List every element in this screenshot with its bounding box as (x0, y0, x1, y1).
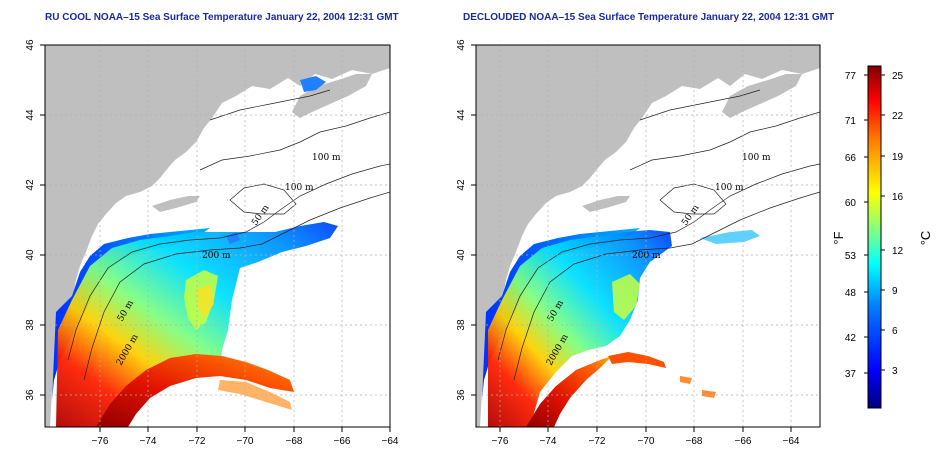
left-grid (45, 45, 390, 427)
f-tick-label: 71 (845, 116, 857, 127)
y-tick-label: 44 (25, 109, 36, 121)
left-frame (44, 44, 391, 428)
x-tick-label: −66 (334, 436, 351, 447)
x-tick-label: −64 (382, 436, 399, 447)
y-tick-label: 46 (456, 39, 467, 51)
celsius-unit-label: °C (918, 231, 933, 246)
panel-left-title: RU COOL NOAA–15 Sea Surface Temperature … (45, 12, 399, 23)
x-tick-label: −66 (735, 436, 752, 447)
contour-label: 200 m (632, 251, 661, 261)
contour-label: 100 m (285, 183, 314, 193)
y-tick-label: 38 (456, 319, 467, 331)
sst-patch (612, 274, 640, 320)
warm-filament (680, 376, 716, 398)
gulf-stream (96, 354, 294, 427)
left-ticks (40, 44, 391, 432)
right-grid (476, 45, 820, 427)
nova-scotia (722, 74, 802, 118)
f-tick-label: 42 (845, 333, 857, 344)
contour-label: 200 m (202, 251, 231, 261)
f-tick-label: 66 (845, 153, 857, 164)
c-tick-label: 12 (892, 246, 904, 257)
x-tick-label: −76 (492, 436, 509, 447)
x-tick-label: −72 (189, 436, 206, 447)
contour-label: 100 m (312, 153, 341, 163)
left-x-tick-labels: −76 −74 −72 −70 −68 −66 −64 (92, 436, 399, 447)
x-tick-label: −74 (140, 436, 157, 447)
right-x-tick-labels: −76 −74 −72 −70 −68 −66 −64 (492, 436, 800, 447)
colorbar-f-ticks (864, 74, 868, 374)
colorbar-c-labels: 25 22 19 16 12 9 6 3 (892, 71, 904, 377)
f-tick-label: 53 (845, 251, 857, 262)
bathymetry-contours (497, 89, 820, 381)
right-y-tick-labels: 36 38 40 42 44 46 (456, 39, 467, 401)
x-tick-label: −64 (783, 436, 800, 447)
sst-patch (196, 284, 214, 318)
f-tick-label: 48 (845, 288, 857, 299)
x-tick-label: −74 (540, 436, 557, 447)
y-tick-label: 36 (25, 389, 36, 401)
right-map (476, 45, 820, 427)
y-tick-label: 38 (25, 319, 36, 331)
c-tick-label: 19 (892, 152, 904, 163)
x-tick-label: −70 (237, 436, 254, 447)
f-tick-label: 77 (845, 71, 857, 82)
y-tick-label: 42 (456, 179, 467, 191)
x-tick-label: −68 (686, 436, 703, 447)
c-tick-label: 25 (892, 71, 904, 82)
fahrenheit-unit-label: °F (831, 231, 846, 244)
colorbar (867, 65, 882, 409)
y-tick-label: 40 (25, 249, 36, 261)
x-tick-label: −70 (638, 436, 655, 447)
colorbar-f-labels: 77 71 66 60 53 48 42 37 (845, 71, 857, 380)
c-tick-label: 3 (892, 366, 898, 377)
y-tick-label: 44 (456, 109, 467, 121)
y-tick-label: 42 (25, 179, 36, 191)
c-tick-label: 16 (892, 192, 904, 203)
f-tick-label: 37 (845, 369, 857, 380)
cloud-break (700, 230, 760, 244)
x-tick-label: −76 (92, 436, 109, 447)
y-tick-label: 36 (456, 389, 467, 401)
y-tick-label: 46 (25, 39, 36, 51)
long-island (582, 196, 630, 212)
left-map (45, 45, 390, 427)
left-y-tick-labels: 36 38 40 42 44 46 (25, 39, 36, 401)
colorbar-c-ticks (881, 74, 885, 371)
warm-filament (608, 352, 666, 368)
y-tick-label: 40 (456, 249, 467, 261)
contour-label: 100 m (715, 183, 744, 193)
right-frame (475, 44, 821, 428)
long-island (152, 196, 200, 212)
panel-right-title: DECLOUDED NOAA–15 Sea Surface Temperatur… (463, 12, 835, 23)
x-tick-label: −72 (589, 436, 606, 447)
land-mass (476, 45, 820, 427)
right-ticks (471, 44, 792, 432)
bathymetry-contours (67, 89, 390, 381)
c-tick-label: 22 (892, 111, 904, 122)
gulf-stream (526, 356, 612, 427)
x-tick-label: −68 (286, 436, 303, 447)
nova-scotia (292, 74, 372, 118)
c-tick-label: 6 (892, 326, 898, 337)
contour-label: 100 m (742, 153, 771, 163)
land-mass (45, 45, 390, 427)
c-tick-label: 9 (892, 286, 898, 297)
f-tick-label: 60 (845, 198, 857, 209)
